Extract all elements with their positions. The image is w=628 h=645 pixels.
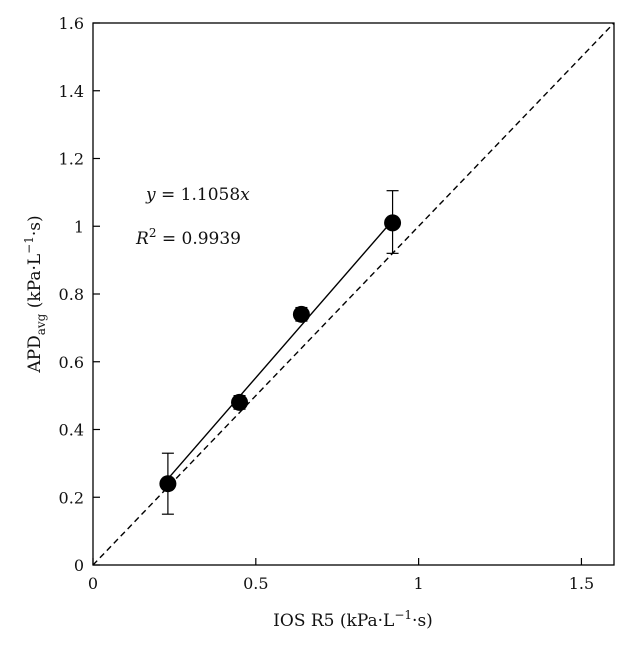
x-tick-label: 1 xyxy=(414,574,424,593)
y-axis-title-sup: −1 xyxy=(22,236,36,254)
y-tick-label: 1 xyxy=(74,217,84,236)
axis-ticks: 0 0.5 1 1.5 0 0.2 0.4 0.6 0.8 1 1.2 1.4 1.6 xyxy=(59,14,595,593)
x-axis-title-post: ·s) xyxy=(412,611,433,631)
y-tick-label: 0.6 xyxy=(59,353,84,372)
x-tick-label: 0 xyxy=(88,574,98,593)
x-tick-label: 1.5 xyxy=(569,574,594,593)
r-squared-annotation: R2 = 0.9939 xyxy=(135,226,241,249)
x-axis-title-pre: IOS R5 (kPa·L xyxy=(273,611,394,631)
equation-var: y xyxy=(145,185,156,205)
y-tick-label: 1.2 xyxy=(59,150,84,169)
data-point xyxy=(384,214,402,232)
data-point xyxy=(159,475,177,493)
equation-annotation: y = 1.1058x xyxy=(145,185,250,205)
y-axis-title-sub: avg xyxy=(34,313,48,335)
regression-line xyxy=(167,219,394,480)
chart-lines xyxy=(92,22,615,566)
y-tick-label: 0.4 xyxy=(59,421,84,440)
y-axis-title: APDavg (kPa·L−1·s) xyxy=(22,215,48,373)
y-tick-label: 0.8 xyxy=(59,285,84,304)
y-tick-label: 1.6 xyxy=(59,14,84,33)
y-axis-title-main: APD xyxy=(25,335,45,373)
x-axis-title: IOS R5 (kPa·L−1·s) xyxy=(273,608,433,631)
y-axis-title-post: ·s) xyxy=(25,215,45,236)
identity-reference-line xyxy=(92,22,615,566)
equation-rest: = 1.1058 xyxy=(156,185,241,205)
y-tick-label: 1.4 xyxy=(59,82,84,101)
y-tick-label: 0.2 xyxy=(59,488,84,507)
data-points xyxy=(159,190,402,515)
data-point xyxy=(231,393,249,411)
y-tick-label: 0 xyxy=(74,556,84,575)
equation-x: x xyxy=(240,185,250,205)
r2-label: R xyxy=(135,229,149,249)
x-tick-label: 0.5 xyxy=(243,574,268,593)
x-axis-title-sup: −1 xyxy=(394,608,412,622)
data-point xyxy=(292,305,310,323)
r2-value: = 0.9939 xyxy=(156,229,241,249)
y-axis-title-mid: (kPa·L xyxy=(25,254,45,314)
r2-sup: 2 xyxy=(149,226,157,240)
